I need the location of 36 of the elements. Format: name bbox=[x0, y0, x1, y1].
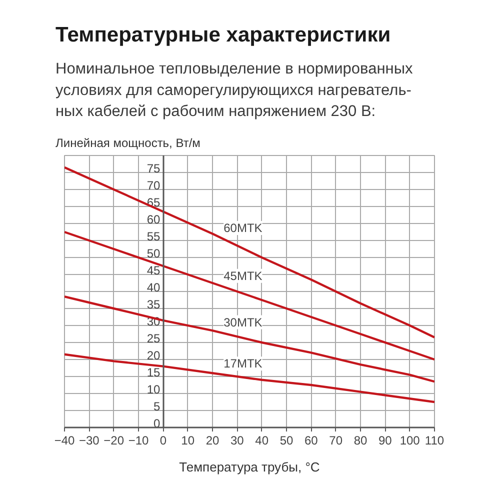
x-tick-label: 90 bbox=[378, 434, 392, 448]
y-tick-label: 40 bbox=[146, 280, 160, 294]
x-tick-label: −20 bbox=[104, 434, 124, 448]
x-tick-label: 20 bbox=[206, 434, 220, 448]
series-label: 60MTK bbox=[224, 221, 262, 236]
x-tick-label: 50 bbox=[280, 434, 294, 448]
y-tick-label: 10 bbox=[146, 382, 160, 396]
y-tick-label: 25 bbox=[146, 332, 160, 346]
x-tick-label: 100 bbox=[400, 434, 420, 448]
x-tick-label: −30 bbox=[78, 434, 100, 448]
x-tick-label: −10 bbox=[128, 434, 150, 448]
y-tick-label: 15 bbox=[146, 366, 160, 380]
y-tick-label: 45 bbox=[146, 264, 160, 278]
series-label: 30MTK bbox=[224, 315, 262, 330]
y-tick-label: 60 bbox=[146, 212, 160, 226]
series-label: 45MTK bbox=[224, 268, 262, 283]
y-tick-label: 35 bbox=[146, 298, 160, 312]
y-tick-label: 5 bbox=[153, 400, 160, 414]
x-tick-label: 110 bbox=[424, 434, 444, 448]
chart-subtitle: Номинальное тепловыделение в нормированных условиях для саморегулирующихся нагреватель- ных кабелей с рабочим напряжением 230 В: bbox=[56, 60, 413, 120]
y-tick-label: 75 bbox=[146, 162, 160, 176]
x-tick-label: 80 bbox=[354, 434, 368, 448]
series-label: 17MTK bbox=[224, 356, 262, 371]
x-tick-label: −40 bbox=[54, 434, 76, 448]
y-tick-label: 20 bbox=[146, 348, 160, 362]
x-tick-label: 60 bbox=[304, 434, 318, 448]
y-tick-label: 70 bbox=[146, 178, 160, 192]
y-tick-label: 50 bbox=[146, 246, 160, 260]
x-tick-label: 70 bbox=[329, 434, 343, 448]
chart-title: Температурные характеристики bbox=[56, 24, 391, 46]
x-tick-label: 10 bbox=[181, 434, 195, 448]
y-axis-title: Линейная мощность, Вт/м bbox=[56, 136, 200, 150]
x-tick-label: 40 bbox=[255, 434, 269, 448]
x-axis-title: Температура трубы, °С bbox=[179, 460, 320, 474]
x-tick-label: 30 bbox=[230, 434, 244, 448]
y-tick-label: 55 bbox=[146, 230, 160, 244]
